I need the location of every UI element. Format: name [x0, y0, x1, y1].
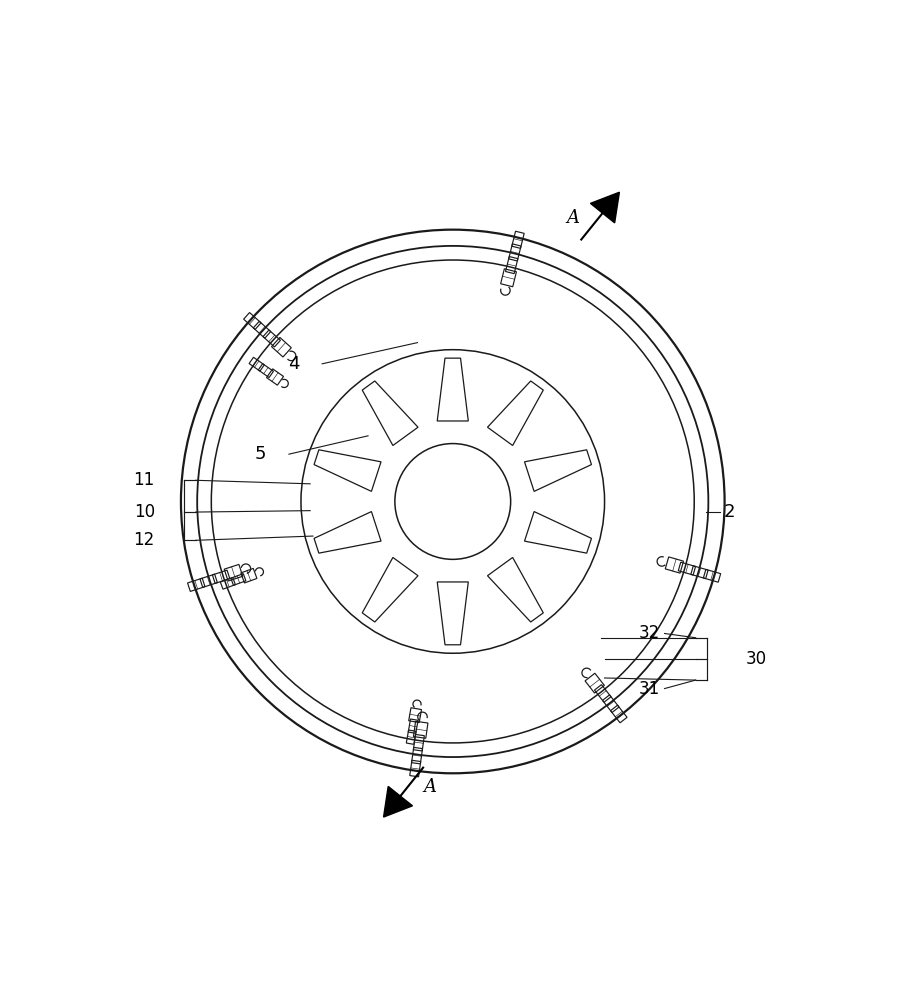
Text: 31: 31	[639, 680, 660, 698]
Polygon shape	[590, 192, 619, 223]
Text: A: A	[424, 778, 436, 796]
Text: 11: 11	[134, 471, 155, 489]
Text: 10: 10	[134, 503, 155, 521]
Text: 5: 5	[255, 445, 267, 463]
Text: 2: 2	[723, 503, 735, 521]
Polygon shape	[384, 786, 413, 817]
Text: A: A	[567, 209, 579, 227]
Text: 30: 30	[746, 650, 767, 668]
Text: 32: 32	[639, 624, 660, 642]
Text: 4: 4	[288, 355, 300, 373]
Text: 12: 12	[134, 531, 155, 549]
